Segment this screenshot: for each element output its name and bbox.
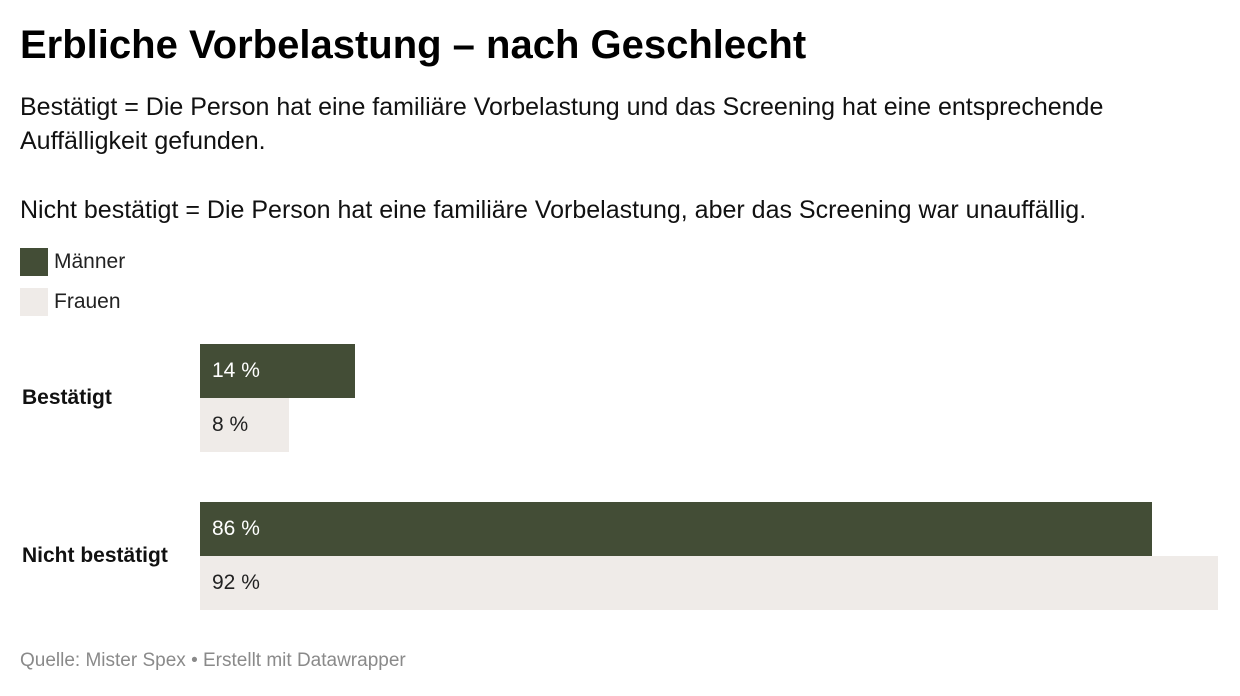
legend-label-frauen: Frauen (54, 290, 121, 313)
chart-description-confirmed: Bestätigt = Die Person hat eine familiär… (20, 93, 1104, 155)
bar-0-0: 14 % (200, 344, 355, 398)
legend-item-maenner: Männer (20, 248, 125, 276)
chart-legend: Männer Frauen (20, 248, 125, 328)
category-label-0: Bestätigt (22, 386, 112, 409)
chart-source: Quelle: Mister Spex • Erstellt mit Dataw… (20, 650, 406, 671)
bar-1-0: 86 % (200, 502, 1152, 556)
chart-description-not-confirmed: Nicht bestätigt = Die Person hat eine fa… (20, 196, 1087, 224)
bar-1-1: 92 % (200, 556, 1218, 610)
bar-value-label-1-1: 92 % (212, 571, 260, 594)
bar-value-label-0-0: 14 % (212, 359, 260, 382)
bar-value-label-1-0: 86 % (212, 517, 260, 540)
legend-swatch-maenner (20, 248, 48, 276)
bar-value-label-0-1: 8 % (212, 413, 249, 436)
bar-0-1: 8 % (200, 398, 289, 452)
legend-label-maenner: Männer (54, 250, 126, 273)
legend-item-frauen: Frauen (20, 288, 125, 316)
legend-swatch-frauen (20, 288, 48, 316)
category-label-1: Nicht bestätigt (22, 544, 168, 567)
chart-title: Erbliche Vorbelastung – nach Geschlecht (20, 23, 807, 67)
